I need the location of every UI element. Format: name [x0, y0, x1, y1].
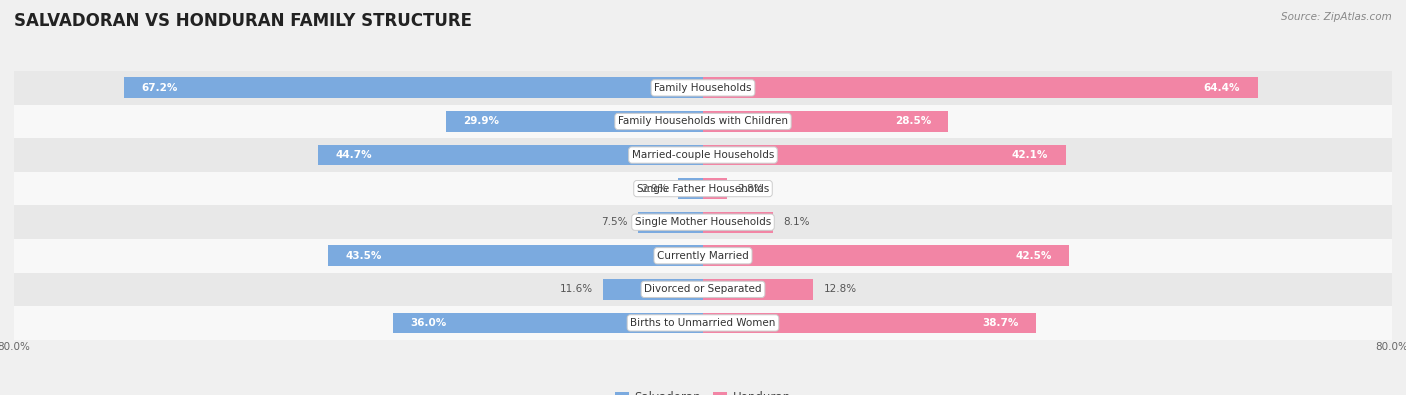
Text: Family Households: Family Households: [654, 83, 752, 93]
Bar: [329, 245, 703, 266]
Bar: [14, 138, 1392, 172]
Text: 11.6%: 11.6%: [560, 284, 593, 294]
Bar: [14, 205, 1392, 239]
Bar: [318, 145, 703, 166]
Bar: [124, 77, 703, 98]
Bar: [603, 279, 703, 300]
Text: 42.1%: 42.1%: [1012, 150, 1049, 160]
Text: 42.5%: 42.5%: [1015, 251, 1052, 261]
Bar: [14, 71, 1392, 105]
Text: SALVADORAN VS HONDURAN FAMILY STRUCTURE: SALVADORAN VS HONDURAN FAMILY STRUCTURE: [14, 12, 472, 30]
Bar: [14, 172, 1392, 205]
Text: 43.5%: 43.5%: [346, 251, 382, 261]
Bar: [638, 212, 703, 233]
Bar: [703, 212, 773, 233]
Text: 67.2%: 67.2%: [142, 83, 179, 93]
Text: 38.7%: 38.7%: [983, 318, 1019, 328]
Text: 44.7%: 44.7%: [335, 150, 373, 160]
Bar: [678, 178, 703, 199]
Text: 29.9%: 29.9%: [463, 117, 499, 126]
Bar: [703, 312, 1036, 333]
Text: 28.5%: 28.5%: [896, 117, 931, 126]
Bar: [703, 279, 813, 300]
Text: 7.5%: 7.5%: [602, 217, 628, 227]
Bar: [392, 312, 703, 333]
Bar: [703, 77, 1257, 98]
Text: Family Households with Children: Family Households with Children: [619, 117, 787, 126]
Bar: [446, 111, 703, 132]
Text: Single Mother Households: Single Mother Households: [636, 217, 770, 227]
Bar: [14, 239, 1392, 273]
Text: 36.0%: 36.0%: [411, 318, 447, 328]
Text: 8.1%: 8.1%: [783, 217, 810, 227]
Text: Divorced or Separated: Divorced or Separated: [644, 284, 762, 294]
Text: 64.4%: 64.4%: [1204, 83, 1240, 93]
Bar: [703, 245, 1069, 266]
Bar: [14, 306, 1392, 340]
Bar: [703, 178, 727, 199]
Text: 2.9%: 2.9%: [641, 184, 668, 194]
Text: Single Father Households: Single Father Households: [637, 184, 769, 194]
Bar: [703, 111, 949, 132]
Text: Source: ZipAtlas.com: Source: ZipAtlas.com: [1281, 12, 1392, 22]
Bar: [703, 145, 1066, 166]
Text: 12.8%: 12.8%: [824, 284, 856, 294]
Bar: [14, 105, 1392, 138]
Text: Currently Married: Currently Married: [657, 251, 749, 261]
Text: 2.8%: 2.8%: [738, 184, 763, 194]
Text: Births to Unmarried Women: Births to Unmarried Women: [630, 318, 776, 328]
Bar: [14, 273, 1392, 306]
Text: Married-couple Households: Married-couple Households: [631, 150, 775, 160]
Legend: Salvadoran, Honduran: Salvadoran, Honduran: [610, 387, 796, 395]
